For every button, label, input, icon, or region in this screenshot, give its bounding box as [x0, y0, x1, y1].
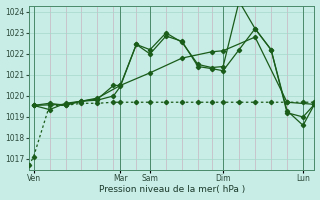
- X-axis label: Pression niveau de la mer( hPa ): Pression niveau de la mer( hPa ): [99, 185, 245, 194]
